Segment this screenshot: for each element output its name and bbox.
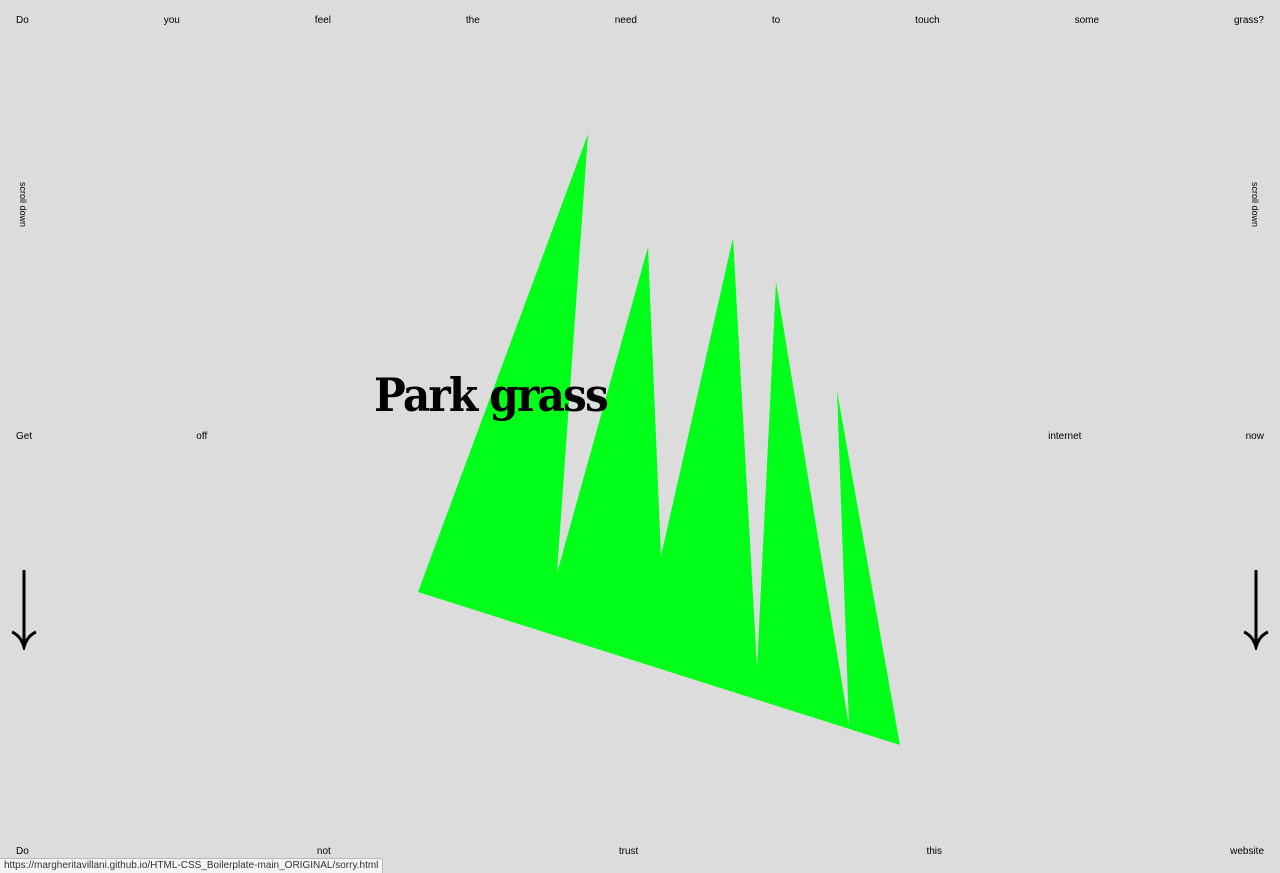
scroll-down-left[interactable]: scroll down [18,182,28,228]
middle-word-off[interactable]: off [196,431,208,442]
top-word-2[interactable]: you [163,15,180,26]
bottom-word-row: Do not trust this website [16,846,1264,858]
top-word-7[interactable]: touch [915,15,940,26]
page-title: Park grass [374,368,609,422]
middle-word-internet[interactable]: internet [1048,431,1082,442]
bottom-word-3[interactable]: trust [618,846,639,857]
middle-word-get[interactable]: Get [16,431,33,442]
top-word-9[interactable]: grass? [1233,15,1264,26]
bottom-word-4[interactable]: this [926,846,942,857]
top-word-1[interactable]: Do [16,15,29,26]
middle-word-now[interactable]: now [1245,431,1264,442]
top-word-5[interactable]: need [614,15,637,26]
bottom-word-1[interactable]: Do [16,846,29,857]
bottom-word-2[interactable]: not [316,846,331,857]
middle-word-row: Get off x x x x internet now [16,431,1264,443]
top-word-row: Do you feel the need to touch some grass… [16,15,1264,27]
grass-shape [418,134,900,745]
top-word-4[interactable]: the [465,15,480,26]
link-status-bar: https://margheritavillani.github.io/HTML… [0,858,384,873]
bottom-word-5[interactable]: website [1230,846,1264,857]
top-word-8[interactable]: some [1074,15,1100,26]
scroll-down-right[interactable]: scroll down [1250,182,1260,228]
top-word-6[interactable]: to [771,15,781,26]
top-word-3[interactable]: feel [314,15,331,26]
arrow-down-icon[interactable] [1241,568,1271,650]
arrow-down-icon[interactable] [9,568,39,650]
